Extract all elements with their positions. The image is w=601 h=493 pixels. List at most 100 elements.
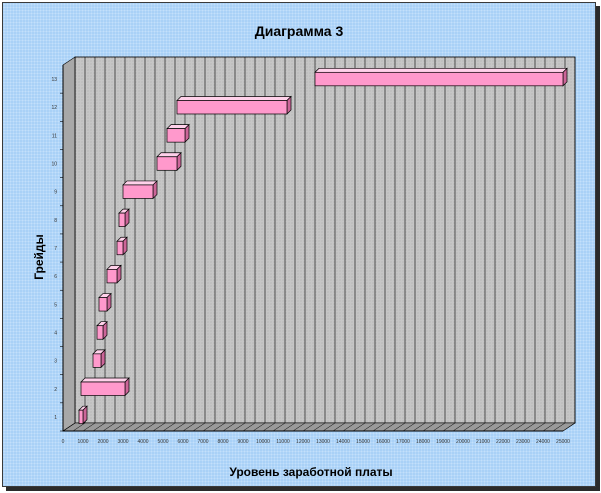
floor-grid-line xyxy=(432,422,446,432)
bar xyxy=(98,292,112,312)
floor-grid-line xyxy=(312,422,326,432)
bar xyxy=(78,405,88,425)
bar xyxy=(314,67,568,87)
y-tick-label: 6 xyxy=(54,274,57,280)
floor-grid-line xyxy=(182,422,196,432)
x-tick-label: 25000 xyxy=(556,439,570,445)
y-tick-label: 9 xyxy=(54,190,57,196)
x-tick-label: 20000 xyxy=(456,439,470,445)
x-tick-label: 22000 xyxy=(496,439,510,445)
floor-grid-line xyxy=(252,422,266,432)
bar-front xyxy=(98,297,108,312)
x-tick-label: 7000 xyxy=(197,439,208,445)
floor-grid-line xyxy=(392,422,406,432)
y-tick-label: 13 xyxy=(51,77,57,83)
floor-grid-line xyxy=(542,422,556,432)
floor-grid-line xyxy=(372,422,386,432)
x-tick-label: 18000 xyxy=(416,439,430,445)
bar-front xyxy=(96,325,104,340)
axes xyxy=(60,65,563,432)
floor-grid-line xyxy=(492,422,506,432)
floor-grid-line xyxy=(332,422,346,432)
bar xyxy=(122,180,158,200)
floor-grid-line xyxy=(132,422,146,432)
bar-front xyxy=(118,212,126,227)
bar xyxy=(118,208,130,228)
bar xyxy=(92,349,106,369)
floor-grid-line xyxy=(142,422,156,432)
floor-grid-line xyxy=(272,422,286,432)
floor-grid-line xyxy=(262,422,276,432)
bar-front xyxy=(122,184,154,199)
floor-grid-line xyxy=(232,422,246,432)
floor-grid-line xyxy=(62,422,76,432)
x-tick-label: 2000 xyxy=(97,439,108,445)
y-tick-label: 8 xyxy=(54,218,57,224)
bar-top xyxy=(80,377,130,383)
floor-grid-line xyxy=(322,422,336,432)
x-tick-label: 8000 xyxy=(217,439,228,445)
floor-grid-line xyxy=(112,422,126,432)
chart-frame: Диаграмма 3 1 2 3 4 5 6 7 8 9 10 11 12 13 0 1000 2000 3… xyxy=(2,2,596,487)
bar-top xyxy=(314,67,568,73)
y-tick-label: 10 xyxy=(51,162,57,168)
floor-grid-line xyxy=(72,422,86,432)
floor-grid-line xyxy=(222,422,236,432)
x-tick-label: 11000 xyxy=(276,439,290,445)
floor-grid-line xyxy=(282,422,296,432)
bar-front xyxy=(106,269,118,284)
y-tick-label: 7 xyxy=(54,246,57,252)
x-tick-label: 10000 xyxy=(256,439,270,445)
floor-grid-line xyxy=(452,422,466,432)
x-tick-label: 4000 xyxy=(137,439,148,445)
x-tick-label: 17000 xyxy=(396,439,410,445)
floor-grid-line xyxy=(462,422,476,432)
floor-grid-line xyxy=(552,422,566,432)
x-tick-label: 12000 xyxy=(296,439,310,445)
x-tick-label: 15000 xyxy=(356,439,370,445)
floor-grid-line xyxy=(482,422,496,432)
x-tick-label: 13000 xyxy=(316,439,330,445)
floor-grid-line xyxy=(302,422,316,432)
floor-grid-line xyxy=(92,422,106,432)
x-tick-label: 23000 xyxy=(516,439,530,445)
floor-grid-line xyxy=(422,422,436,432)
floor-grid-line xyxy=(532,422,546,432)
x-tick-label: 3000 xyxy=(117,439,128,445)
floor-grid-line xyxy=(82,422,96,432)
bar-front xyxy=(78,409,84,425)
bar xyxy=(166,123,190,143)
floor-grid-line xyxy=(202,422,216,432)
y-tick-label: 4 xyxy=(54,330,57,336)
x-tick-labels: 0 1000 2000 3000 4000 5000 6000 7000 8000 9000 100… xyxy=(62,439,571,445)
bar xyxy=(80,377,130,397)
floor-grid-line xyxy=(362,422,376,432)
y-tick-label: 2 xyxy=(54,387,57,393)
floor-grid-line xyxy=(522,422,536,432)
bars xyxy=(78,67,568,425)
y-axis-title: Грейды xyxy=(32,234,46,280)
floor-grid-line xyxy=(442,422,456,432)
bar-front xyxy=(116,240,124,256)
floor-grid-line xyxy=(502,422,516,432)
floor-grid-line xyxy=(512,422,526,432)
side-wall xyxy=(62,56,76,432)
floor-grid-line xyxy=(342,422,356,432)
x-tick-label: 5000 xyxy=(157,439,168,445)
y-tick-label: 1 xyxy=(54,415,57,421)
floor-grid-line xyxy=(382,422,396,432)
plot-walls xyxy=(62,56,576,432)
bar-front xyxy=(314,71,564,87)
floor-grid-line xyxy=(472,422,486,432)
bar xyxy=(156,151,182,172)
bar xyxy=(116,236,128,256)
x-tick-label: 16000 xyxy=(376,439,390,445)
x-tick-label: 21000 xyxy=(476,439,490,445)
floor-grid-line xyxy=(162,422,176,432)
bar-front xyxy=(80,381,126,396)
bar-top xyxy=(122,180,158,186)
chart-title: Диаграмма 3 xyxy=(255,23,344,39)
bar-front xyxy=(176,100,288,115)
